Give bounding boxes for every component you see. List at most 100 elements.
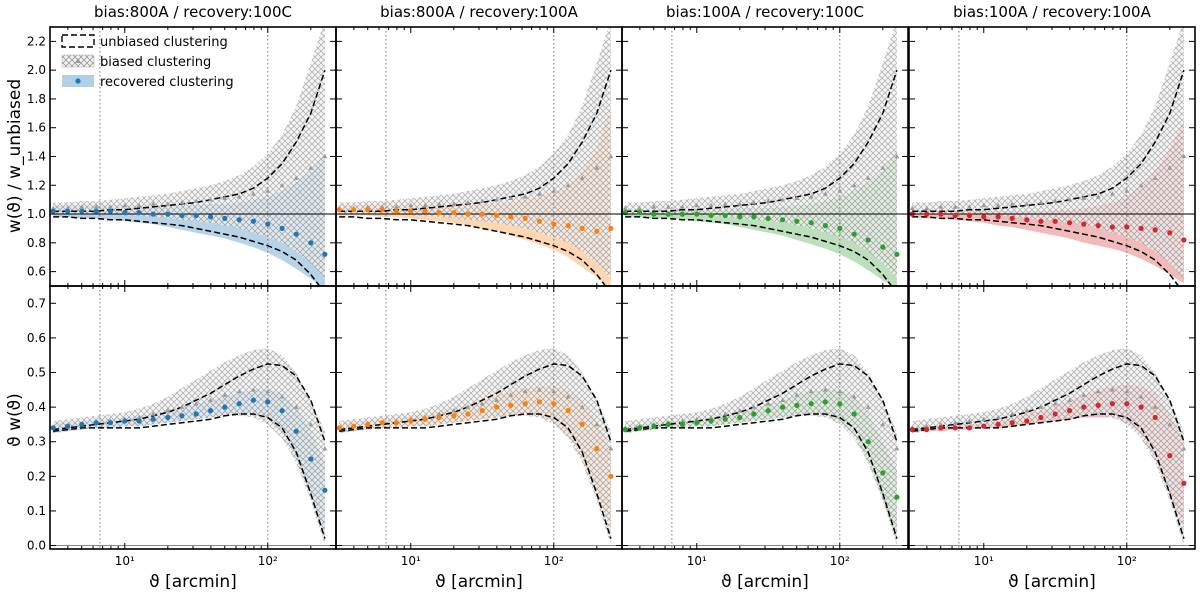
biased-point (565, 394, 571, 399)
biased-point (1095, 388, 1101, 394)
biased-point (967, 204, 972, 209)
recovered-point (737, 414, 743, 421)
biased-point (1067, 397, 1072, 402)
biased-band (339, 348, 611, 546)
biased-point (722, 201, 728, 206)
recovered-point (1009, 215, 1015, 221)
panel-tw-2: 10¹ 10² (335, 285, 623, 568)
recovered-point (365, 207, 371, 213)
biased-point (952, 420, 958, 425)
recovered-point (208, 408, 214, 414)
biased-point (408, 202, 414, 208)
biased-point (179, 199, 185, 205)
recovered-point (995, 421, 1001, 427)
recovered-point (479, 408, 485, 414)
recovered-point (451, 413, 457, 419)
recovered-band (912, 120, 1184, 284)
biased-point (1110, 191, 1115, 196)
recovered-point (594, 446, 600, 452)
recovered-point (222, 215, 228, 221)
biased-point (708, 202, 714, 208)
biased-point (1038, 199, 1044, 205)
x-tick-label: 10² (1117, 554, 1137, 568)
y-axis-label-top: w(ϑ) / w_unbiased (5, 79, 25, 233)
recovered-point (93, 208, 99, 214)
recovered-point (1124, 401, 1130, 407)
x-tick-label: 10¹ (687, 554, 707, 568)
recovered-point (1009, 420, 1015, 426)
recovered-point (808, 401, 814, 407)
biased-point (265, 388, 271, 394)
biased-point (880, 165, 886, 170)
panel-content (50, 27, 336, 286)
biased-point (794, 392, 800, 397)
recovered-point (150, 211, 156, 217)
biased-point (208, 397, 213, 402)
recovered-point (637, 425, 643, 431)
recovered-point (393, 208, 399, 214)
recovered-point (236, 401, 242, 407)
recovered-point (250, 397, 256, 403)
recovered-point (1124, 224, 1130, 230)
biased-point (465, 404, 471, 409)
recovered-point (479, 211, 485, 217)
biased-point (265, 188, 271, 193)
biased-point (594, 165, 600, 170)
biased-point (537, 191, 542, 196)
recovered-point (436, 414, 442, 421)
x-tick-label: 10² (544, 554, 564, 568)
biased-point (279, 182, 285, 188)
y-tick-label: 2.0 (27, 63, 46, 77)
biased-point (952, 204, 958, 209)
recovered-point (851, 411, 857, 417)
recovered-point (966, 425, 973, 431)
biased-point (1152, 175, 1158, 180)
biased-point (851, 182, 857, 188)
recovered-point (379, 420, 385, 426)
recovered-point (436, 210, 442, 216)
biased-point (165, 408, 171, 413)
recovered-point (694, 420, 700, 426)
biased-point (508, 195, 514, 200)
recovered-point (536, 218, 543, 224)
x-tick-label: 10¹ (974, 554, 994, 568)
biased-point (608, 153, 614, 159)
biased-point (708, 414, 714, 420)
biased-point (851, 394, 857, 399)
recovered-point (1081, 404, 1087, 410)
recovered-point (737, 214, 743, 220)
biased-point (208, 197, 213, 202)
recovered-point (79, 208, 85, 214)
biased-point (279, 394, 285, 399)
biased-point (737, 408, 743, 413)
recovered-point (794, 218, 800, 224)
biased-point (1167, 165, 1173, 170)
recovered-point (594, 228, 600, 234)
biased-point (222, 195, 228, 200)
biased-point (136, 202, 142, 208)
biased-point (1038, 404, 1044, 409)
recovered-point (165, 211, 171, 217)
biased-point (1081, 195, 1087, 200)
biased-point (79, 204, 85, 209)
biased-point (1009, 411, 1015, 416)
biased-point (1024, 201, 1030, 206)
recovered-point (422, 208, 428, 214)
panel-content (622, 286, 908, 549)
panel-content (622, 27, 908, 286)
recovered-point (1081, 221, 1087, 227)
biased-point (808, 388, 814, 394)
biased-point (551, 188, 557, 193)
recovered-point (837, 225, 843, 231)
biased-point (150, 201, 156, 206)
panel-ratio-2 (335, 26, 623, 287)
biased-point (967, 418, 972, 423)
y-tick-label: 0.5 (27, 366, 46, 380)
y-tick-label: 1.4 (27, 150, 46, 164)
biased-band (53, 27, 325, 279)
recovered-point (508, 402, 514, 408)
biased-point (1024, 408, 1030, 413)
recovered-point (50, 425, 56, 431)
recovered-point (1095, 402, 1101, 408)
recovered-point (279, 408, 285, 414)
